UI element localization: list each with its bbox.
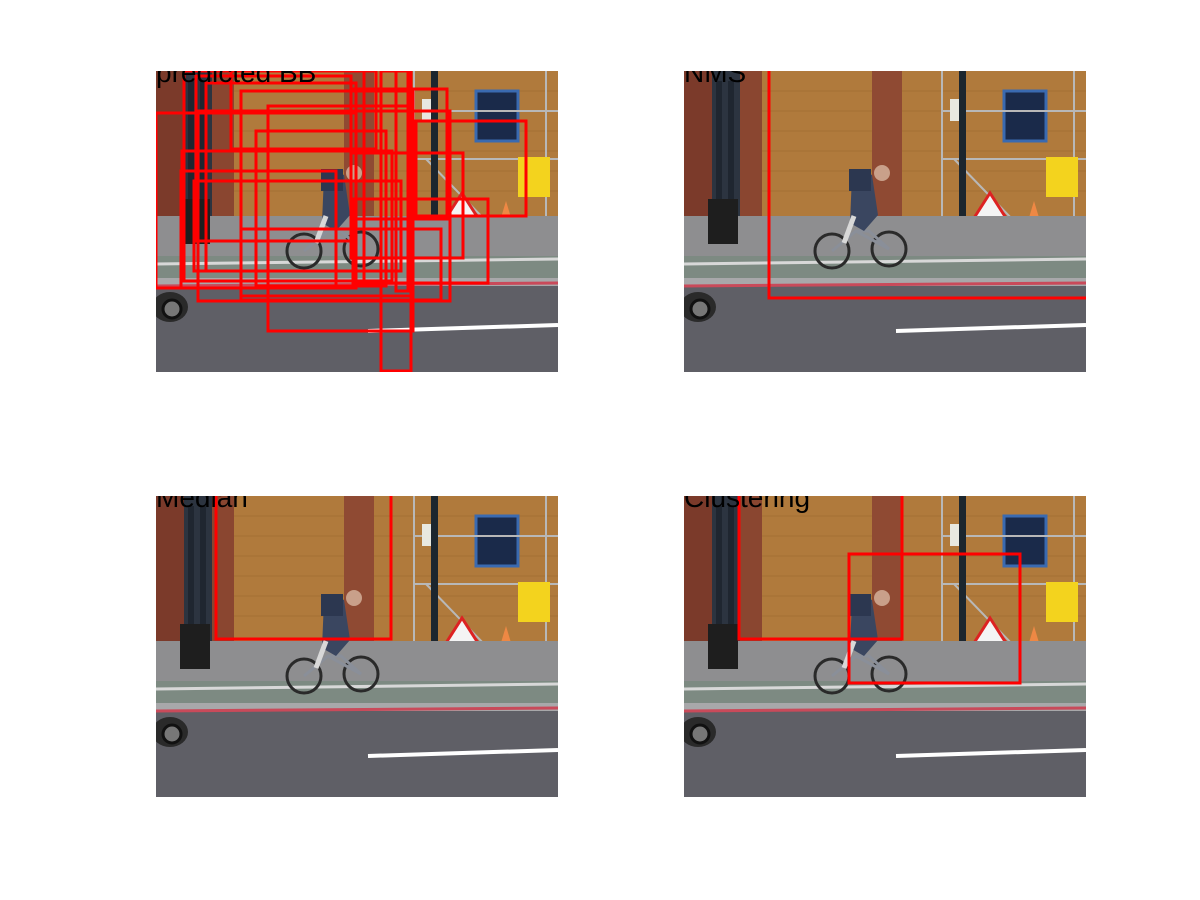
street-photo bbox=[156, 496, 558, 797]
panel-title: Clustering bbox=[684, 496, 811, 513]
street-photo bbox=[156, 71, 558, 372]
panel-title: predicted BB bbox=[156, 71, 317, 88]
panel-title: Median bbox=[156, 496, 248, 513]
panel-predicted-bb: predicted BB bbox=[156, 71, 558, 372]
panel-clustering: Clustering bbox=[684, 496, 1086, 797]
bounding-boxes bbox=[767, 71, 1086, 300]
street-photo bbox=[684, 71, 1086, 372]
bounding-boxes bbox=[737, 496, 1022, 685]
bounding-boxes bbox=[214, 496, 393, 641]
bounding-boxes bbox=[156, 71, 528, 372]
panel-median: Median bbox=[156, 496, 558, 797]
panel-nms: NMS bbox=[684, 71, 1086, 372]
street-photo bbox=[684, 496, 1086, 797]
panel-title: NMS bbox=[684, 71, 747, 88]
